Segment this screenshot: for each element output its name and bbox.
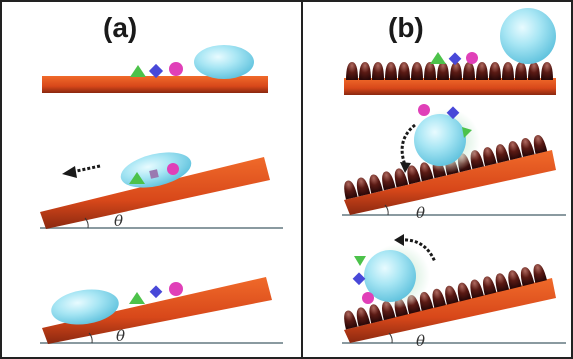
particle-square bbox=[148, 63, 164, 79]
droplet bbox=[500, 8, 556, 64]
droplet bbox=[194, 45, 254, 79]
panel-b-rolling-scene: θ bbox=[342, 104, 566, 222]
panel-a-final-scene: θ bbox=[40, 277, 283, 345]
smooth-substrate bbox=[42, 76, 268, 93]
surface-bumps bbox=[346, 62, 553, 80]
panel-b-flat-scene bbox=[344, 8, 556, 95]
surface-bumps bbox=[344, 264, 547, 330]
particle-square bbox=[352, 272, 366, 286]
particle-square bbox=[149, 169, 159, 179]
droplet bbox=[414, 114, 466, 166]
panel-a-flat-scene bbox=[42, 45, 268, 93]
particle-square bbox=[446, 106, 460, 120]
particle-triangle bbox=[462, 127, 472, 138]
particle-hexagon bbox=[169, 282, 183, 296]
motion-arrow-shaft bbox=[71, 164, 101, 174]
rolling-arrow-head bbox=[394, 234, 404, 246]
smooth-substrate bbox=[40, 157, 270, 229]
rough-substrate bbox=[344, 278, 556, 343]
angle-arc bbox=[384, 204, 389, 216]
angle-theta-label: θ bbox=[114, 212, 123, 230]
particle-hexagon bbox=[418, 104, 430, 116]
particle-square bbox=[149, 285, 163, 299]
angle-theta-label: θ bbox=[116, 327, 125, 345]
panel-b-cleaned-scene: θ bbox=[342, 234, 566, 350]
panel-b-label: (b) bbox=[388, 12, 424, 43]
smooth-substrate bbox=[42, 277, 272, 344]
particle-square bbox=[448, 52, 462, 66]
panel-a-label: (a) bbox=[103, 12, 137, 43]
angle-arc bbox=[388, 332, 393, 344]
particle-hexagon bbox=[362, 292, 374, 304]
particle-hexagon bbox=[169, 62, 183, 76]
particle-hexagon bbox=[466, 52, 478, 64]
particle-triangle bbox=[430, 52, 446, 64]
droplet bbox=[364, 250, 416, 302]
rough-substrate bbox=[344, 150, 556, 215]
rolling-arrow-head bbox=[400, 162, 411, 173]
panel-a-sliding-scene: θ bbox=[40, 152, 283, 230]
rough-substrate bbox=[344, 78, 556, 95]
angle-theta-label: θ bbox=[416, 204, 425, 222]
angle-arc bbox=[84, 217, 89, 229]
particle-hexagon bbox=[167, 163, 179, 175]
particle-triangle bbox=[354, 256, 366, 266]
particle-triangle bbox=[130, 65, 146, 77]
angle-theta-label: θ bbox=[416, 332, 425, 350]
motion-arrow-head bbox=[62, 166, 77, 178]
particle-triangle bbox=[129, 172, 145, 184]
rolling-arrow-shaft bbox=[400, 123, 416, 166]
particle-triangle bbox=[129, 292, 145, 304]
angle-arc bbox=[88, 332, 93, 344]
droplet bbox=[51, 289, 119, 325]
rolling-arrow-shaft bbox=[399, 238, 437, 263]
